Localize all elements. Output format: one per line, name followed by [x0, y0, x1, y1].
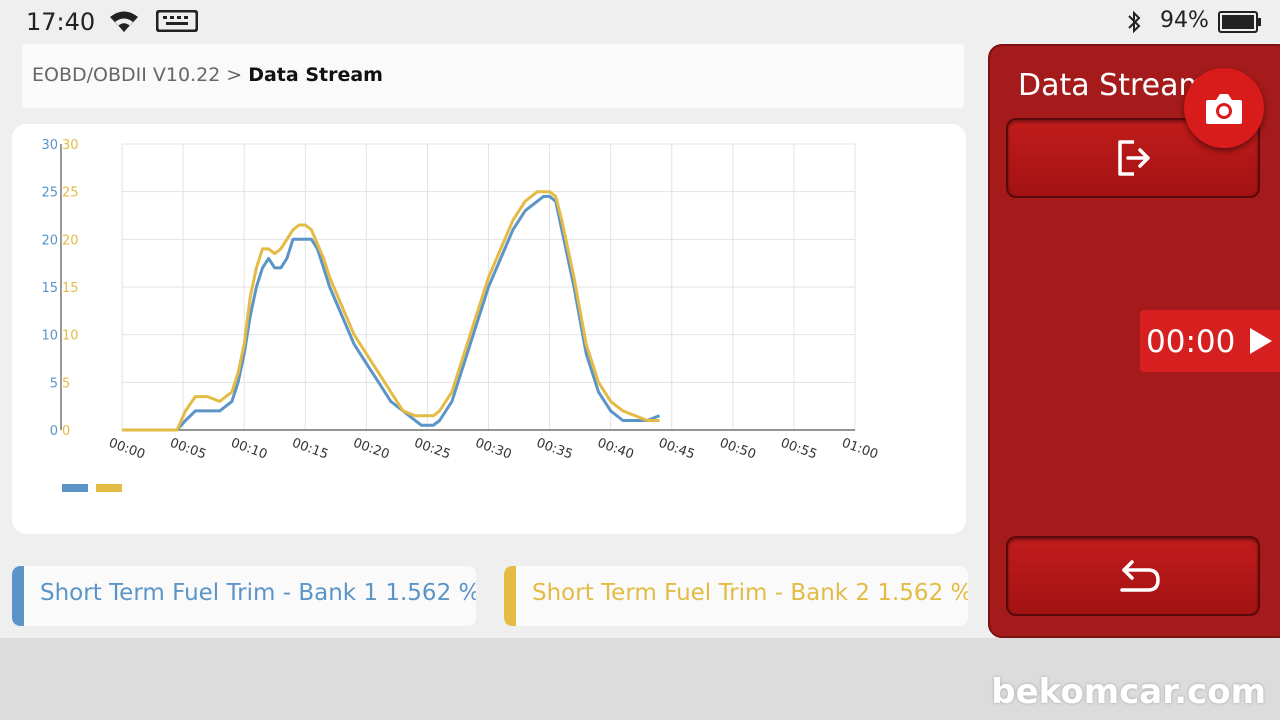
camera-icon	[1206, 94, 1242, 124]
breadcrumb-separator: >	[226, 64, 243, 86]
y-tick-label-series-1: 30	[41, 138, 58, 153]
x-tick-label: 00:40	[595, 436, 635, 463]
y-tick-label-series-2: 0	[62, 424, 70, 439]
x-tick-label: 00:35	[534, 436, 574, 463]
status-bar: 17:40 94%	[0, 0, 1280, 44]
y-tick-label-series-1: 15	[41, 281, 58, 296]
record-timer: 00:00	[1146, 324, 1236, 360]
x-tick-label: 00:10	[229, 436, 269, 463]
x-tick-label: 00:00	[107, 436, 147, 463]
x-tick-label: 00:30	[473, 436, 513, 463]
y-tick-label-series-1: 25	[41, 186, 58, 201]
record-timer-button[interactable]: 00:00	[1140, 310, 1280, 372]
y-tick-label-series-1: 0	[50, 424, 58, 439]
series-color-bar	[12, 566, 24, 626]
battery-icon	[1218, 11, 1261, 33]
bottom-band	[0, 638, 1280, 720]
y-tick-label-series-2: 5	[62, 376, 70, 391]
series-card-label: Short Term Fuel Trim - Bank 1 1.562 %	[40, 580, 476, 606]
series-line-2	[122, 190, 660, 432]
breadcrumb-parent[interactable]: EOBD/OBDII V10.22	[32, 64, 221, 86]
y-tick-label-series-2: 10	[62, 329, 79, 344]
chart-card: 0 0 5 5 10 10 15 15 20 20 25 25 30 30 00:00 00:05 00:10 0…	[12, 124, 966, 534]
status-time: 17:40	[26, 8, 96, 36]
x-tick-label: 01:00	[840, 436, 880, 463]
play-icon	[1250, 328, 1272, 354]
legend-swatch-series-1	[62, 484, 88, 492]
breadcrumb-bar: EOBD/OBDII V10.22 > Data Stream	[22, 44, 964, 108]
y-tick-label-series-1: 10	[41, 329, 58, 344]
battery-percent: 94%	[1160, 8, 1209, 33]
bluetooth-icon	[1128, 10, 1141, 34]
x-tick-label: 00:15	[290, 436, 330, 463]
side-panel-title: Data Stream	[1018, 68, 1208, 103]
series-line-1	[122, 194, 661, 432]
x-tick-label: 00:20	[351, 436, 391, 463]
wifi-icon	[110, 11, 138, 32]
legend-swatch-series-2	[96, 484, 122, 492]
y-tick-label-series-2: 25	[62, 186, 79, 201]
back-arrow-icon	[1120, 560, 1160, 592]
camera-button[interactable]	[1184, 68, 1264, 148]
back-button[interactable]	[1006, 536, 1260, 616]
y-tick-label-series-2: 20	[62, 233, 79, 248]
watermark-text: bekomcar.com	[991, 672, 1266, 712]
y-tick-label-series-2: 30	[62, 138, 79, 153]
x-tick-label: 00:05	[168, 436, 208, 463]
breadcrumb-current: Data Stream	[248, 64, 383, 86]
exit-icon	[1118, 140, 1150, 176]
series-color-bar	[504, 566, 516, 626]
x-tick-label: 00:50	[717, 436, 757, 463]
x-tick-label: 00:55	[779, 436, 819, 463]
y-tick-label-series-2: 15	[62, 281, 79, 296]
series-card-label: Short Term Fuel Trim - Bank 2 1.562 %	[532, 580, 968, 606]
y-tick-label-series-1: 5	[50, 376, 58, 391]
x-tick-label: 00:45	[656, 436, 696, 463]
x-tick-label: 00:25	[412, 436, 452, 463]
data-stream-chart: 0 0 5 5 10 10 15 15 20 20 25 25 30 30 00:00 00:05 00:10 0…	[41, 138, 880, 463]
keyboard-icon	[156, 10, 198, 32]
series-card-bank-1[interactable]: Short Term Fuel Trim - Bank 1 1.562 %	[12, 566, 476, 626]
y-tick-label-series-1: 20	[41, 233, 58, 248]
breadcrumb: EOBD/OBDII V10.22 > Data Stream	[32, 64, 383, 86]
series-card-bank-2[interactable]: Short Term Fuel Trim - Bank 2 1.562 %	[504, 566, 968, 626]
